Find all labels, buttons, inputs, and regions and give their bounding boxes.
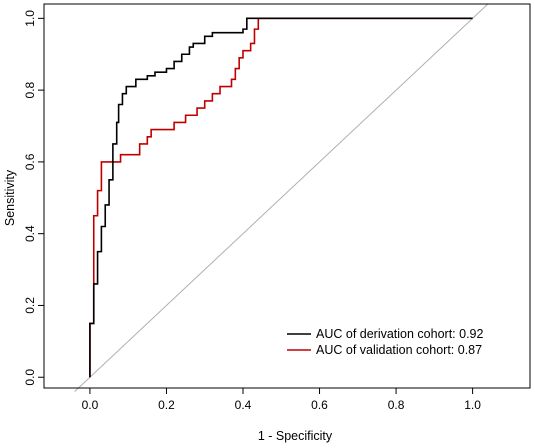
plot-frame bbox=[43, 3, 531, 389]
reference-layer bbox=[74, 3, 489, 392]
y-tick-label: 0.4 bbox=[23, 225, 37, 242]
y-tick-label: 0.8 bbox=[23, 81, 37, 98]
series-layer bbox=[89, 17, 473, 378]
x-tick-label: 0.8 bbox=[388, 398, 405, 412]
y-tick-label: 0.6 bbox=[23, 153, 37, 170]
reference-diagonal-line bbox=[74, 3, 489, 392]
x-tick-label: 1.0 bbox=[464, 398, 481, 412]
y-tick-label: 1.0 bbox=[23, 10, 37, 27]
y-tick-label: 0.2 bbox=[23, 297, 37, 314]
legend-label-derivation: AUC of derivation cohort: 0.92 bbox=[316, 327, 483, 341]
validation-roc-curve bbox=[89, 17, 473, 378]
x-tick-label: 0.2 bbox=[158, 398, 175, 412]
derivation-roc-curve bbox=[89, 17, 473, 378]
x-axis-title: 1 - Specificity bbox=[258, 429, 333, 443]
legend: AUC of derivation cohort: 0.92 AUC of va… bbox=[287, 327, 483, 357]
x-tick-label: 0.6 bbox=[311, 398, 328, 412]
y-axis-title: Sensitivity bbox=[3, 169, 17, 226]
legend-label-validation: AUC of validation cohort: 0.87 bbox=[316, 343, 482, 357]
y-axis: 0.0 0.2 0.4 0.6 0.8 1.0 bbox=[23, 10, 44, 386]
x-axis: 0.0 0.2 0.4 0.6 0.8 1.0 bbox=[82, 388, 481, 412]
x-tick-label: 0.0 bbox=[82, 398, 99, 412]
x-tick-label: 0.4 bbox=[235, 398, 252, 412]
y-tick-label: 0.0 bbox=[23, 369, 37, 386]
